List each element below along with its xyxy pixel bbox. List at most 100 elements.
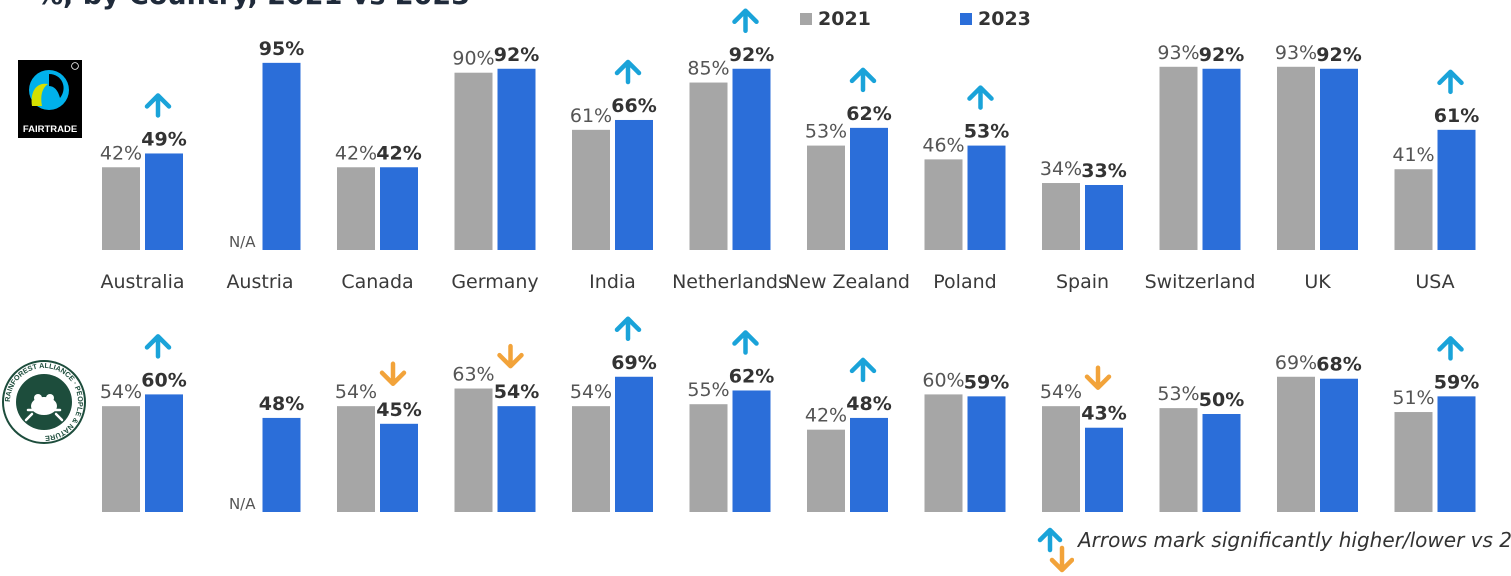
rainforest-bar-2021-australia bbox=[102, 406, 140, 512]
fairtrade-label-2021-uk: 93% bbox=[1275, 42, 1317, 64]
category-label-india: India bbox=[589, 271, 636, 293]
rainforest-label-2021-new-zealand: 42% bbox=[805, 405, 847, 427]
frog-eye-left-icon bbox=[34, 394, 42, 402]
rainforest-bar-2023-switzerland bbox=[1202, 414, 1241, 512]
fairtrade-label-2021-poland: 46% bbox=[922, 134, 964, 156]
rainforest-label-2023-india: 69% bbox=[611, 352, 656, 374]
rainforest-up-arrow-icon-australia bbox=[144, 334, 172, 359]
rainforest-down-arrow-icon-germany bbox=[497, 343, 524, 369]
fairtrade-bar-2023-uk bbox=[1320, 68, 1358, 250]
fairtrade-label-2021-germany: 90% bbox=[452, 48, 494, 70]
rainforest-up-arrow-icon-usa bbox=[1437, 336, 1464, 361]
rainforest-bar-2023-canada bbox=[380, 423, 418, 512]
fairtrade-up-arrow-icon-australia bbox=[144, 93, 172, 118]
rainforest-bar-2021-canada bbox=[337, 406, 375, 512]
category-label-switzerland: Switzerland bbox=[1145, 271, 1256, 293]
rainforest-label-2021-germany: 63% bbox=[452, 364, 494, 386]
fairtrade-up-arrow-icon-netherlands bbox=[732, 8, 759, 34]
fairtrade-label-2023-australia: 49% bbox=[141, 128, 186, 150]
fairtrade-label-2021-india: 61% bbox=[570, 105, 612, 127]
category-label-usa: USA bbox=[1415, 271, 1454, 293]
fairtrade-label-2023-netherlands: 92% bbox=[729, 44, 774, 66]
rainforest-down-arrow-icon-spain bbox=[1084, 365, 1112, 390]
rainforest-label-2023-canada: 45% bbox=[376, 399, 421, 421]
fairtrade-label-2021-new-zealand: 53% bbox=[805, 121, 847, 143]
rainforest-label-2023-spain: 43% bbox=[1081, 403, 1126, 425]
fairtrade-bar-2021-new-zealand bbox=[807, 145, 845, 250]
fairtrade-bar-2023-switzerland bbox=[1202, 68, 1241, 250]
fairtrade-logo: FAIRTRADE bbox=[18, 60, 82, 138]
rainforest-bar-2021-india bbox=[572, 406, 610, 512]
rainforest-bar-2023-germany bbox=[497, 406, 536, 512]
category-label-uk: UK bbox=[1304, 271, 1331, 293]
fairtrade-bar-2023-austria bbox=[262, 62, 301, 250]
fairtrade-label-2023-uk: 92% bbox=[1316, 44, 1361, 66]
fairtrade-label-2021-australia: 42% bbox=[100, 142, 142, 164]
fairtrade-label-2023-austria: 95% bbox=[259, 38, 304, 60]
registered-mark-icon bbox=[71, 62, 79, 70]
fairtrade-label-2021-canada: 42% bbox=[335, 142, 377, 164]
rainforest-label-2021-netherlands: 55% bbox=[687, 379, 729, 401]
significance-note: Arrows mark significantly higher/lower v… bbox=[1034, 524, 1511, 576]
rainforest-label-2023-usa: 59% bbox=[1434, 371, 1479, 393]
fairtrade-bar-2023-spain bbox=[1085, 184, 1123, 250]
rainforest-bar-2021-uk bbox=[1277, 376, 1315, 512]
rainforest-label-2023-australia: 60% bbox=[141, 369, 186, 391]
fairtrade-bar-2023-india bbox=[615, 119, 653, 250]
fairtrade-up-arrow-icon-poland bbox=[967, 85, 994, 110]
fairtrade-logo-text: FAIRTRADE bbox=[23, 124, 77, 135]
rainforest-label-2021-usa: 51% bbox=[1392, 387, 1434, 409]
category-label-germany: Germany bbox=[451, 271, 538, 293]
fairtrade-label-2023-canada: 42% bbox=[376, 142, 421, 164]
fairtrade-up-arrow-icon-new-zealand bbox=[849, 67, 877, 93]
rainforest-label-2021-poland: 60% bbox=[922, 369, 964, 391]
fairtrade-bar-2021-poland bbox=[924, 159, 963, 250]
fairtrade-bar-2023-germany bbox=[497, 68, 536, 250]
rainforest-bar-2023-usa bbox=[1437, 396, 1476, 512]
fairtrade-bar-2021-canada bbox=[337, 167, 375, 250]
rainforest-bar-2021-usa bbox=[1394, 412, 1433, 512]
rainforest-label-2023-uk: 68% bbox=[1316, 354, 1361, 376]
fairtrade-label-2023-spain: 33% bbox=[1081, 160, 1126, 182]
category-label-poland: Poland bbox=[933, 271, 996, 293]
up-down-arrows-icon bbox=[1037, 527, 1074, 573]
fairtrade-up-arrow-icon-usa bbox=[1437, 69, 1464, 95]
category-label-netherlands: Netherlands bbox=[672, 271, 788, 293]
rainforest-label-2021-australia: 54% bbox=[100, 381, 142, 403]
fairtrade-bar-2021-australia bbox=[102, 167, 140, 250]
rainforest-label-2021-switzerland: 53% bbox=[1157, 383, 1199, 405]
legend-swatch-2023 bbox=[960, 13, 972, 25]
frog-legs-icon bbox=[24, 408, 64, 422]
rainforest-label-2021-uk: 69% bbox=[1275, 352, 1317, 374]
legend-item-2021: 2021 bbox=[800, 8, 871, 30]
fairtrade-label-2021-spain: 34% bbox=[1040, 158, 1082, 180]
fairtrade-bar-2023-new-zealand bbox=[850, 127, 888, 250]
fairtrade-bar-2023-usa bbox=[1437, 129, 1476, 250]
chart-title: %, by Country, 2021 vs 2023 bbox=[36, 0, 470, 11]
rainforest-bar-2023-poland bbox=[967, 396, 1006, 512]
rainforest-bar-2021-poland bbox=[924, 394, 963, 512]
legend-item-2023: 2023 bbox=[960, 8, 1031, 30]
rainforest-label-2021-india: 54% bbox=[570, 381, 612, 403]
legend-swatch-2021 bbox=[800, 13, 812, 25]
fairtrade-bar-2021-usa bbox=[1394, 169, 1433, 250]
fairtrade-label-2021-switzerland: 93% bbox=[1157, 42, 1199, 64]
rainforest-bar-2021-germany bbox=[454, 388, 493, 512]
rainforest-bar-2021-netherlands bbox=[689, 404, 728, 512]
fairtrade-bar-2023-netherlands bbox=[732, 68, 771, 250]
rainforest-label-2021-canada: 54% bbox=[335, 381, 377, 403]
rainforest-bar-2023-uk bbox=[1320, 378, 1358, 512]
fairtrade-up-arrow-icon-india bbox=[614, 59, 642, 85]
fairtrade-bar-2023-australia bbox=[145, 153, 183, 250]
fairtrade-label-2021-austria: N/A bbox=[229, 233, 256, 251]
rainforest-up-arrow-icon-india bbox=[614, 316, 642, 342]
fairtrade-label-2023-germany: 92% bbox=[494, 44, 539, 66]
rainforest-bar-2023-austria bbox=[262, 417, 301, 512]
category-label-canada: Canada bbox=[341, 271, 413, 293]
fairtrade-label-2021-usa: 41% bbox=[1392, 144, 1434, 166]
rainforest-down-arrow-icon-canada bbox=[379, 361, 407, 387]
rainforest-bar-2023-new-zealand bbox=[850, 417, 888, 512]
rainforest-bar-2021-new-zealand bbox=[807, 429, 845, 512]
fairtrade-logo-black-swoosh bbox=[49, 74, 64, 98]
